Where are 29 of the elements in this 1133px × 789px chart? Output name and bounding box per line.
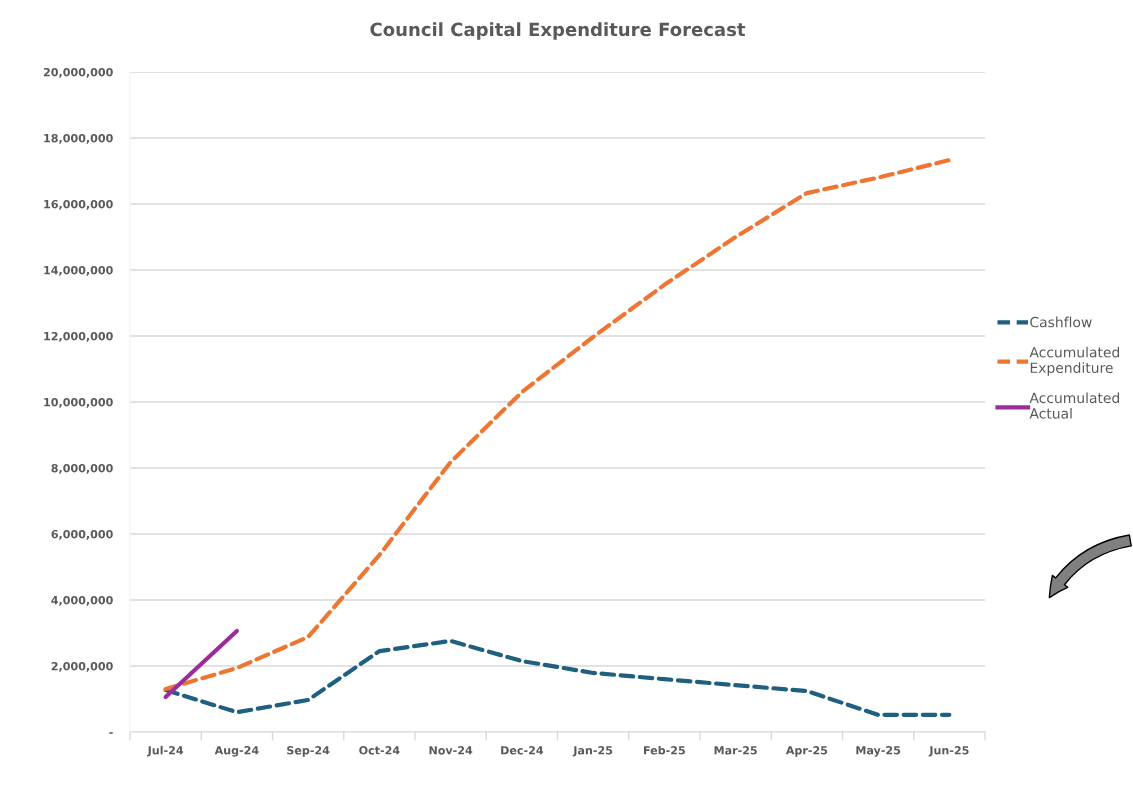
y-tick-label: 8,000,000 (51, 463, 113, 474)
y-tick-label: 4,000,000 (51, 595, 113, 606)
x-tick-label: Sep-24 (287, 746, 330, 757)
x-tick-label: Jun-25 (928, 746, 969, 757)
line-series (163, 638, 952, 717)
x-tick-label: Mar-25 (714, 746, 757, 755)
line-series (163, 158, 952, 692)
y-tick-label: 10,000,000 (44, 397, 113, 408)
legend-label: Cashflow (1030, 316, 1092, 328)
x-tick-label: Nov-24 (429, 746, 473, 755)
x-tick-label: Jan-25 (572, 746, 613, 757)
y-tick-label: 14,000,000 (44, 265, 113, 276)
y-tick-label: 12,000,000 (44, 331, 113, 342)
chart-title: Council Capital Expenditure Forecast (370, 22, 746, 40)
x-tick-label: May-25 (856, 746, 901, 757)
x-tick-label: Apr-25 (785, 746, 828, 757)
y-tick-label: 18,000,000 (44, 133, 113, 144)
y-tick-label: 16,000,000 (44, 199, 113, 210)
y-tick-label: 6,000,000 (51, 529, 113, 540)
x-tick-label: Feb-25 (644, 745, 685, 755)
legend-label: Accumulated Expenditure (1029, 346, 1120, 376)
x-tick-label: Jul-24 (147, 745, 184, 757)
x-tick-label: Dec-24 (501, 746, 544, 755)
y-tick-label: - (109, 732, 113, 734)
y-tick-label: 20,000,000 (43, 67, 113, 78)
y-tick-label: 2,000,000 (51, 661, 113, 672)
x-tick-label: Aug-24 (214, 746, 259, 757)
legend-label: Accumulated Actual (1029, 392, 1120, 419)
x-tick-label: Oct-24 (359, 746, 400, 755)
